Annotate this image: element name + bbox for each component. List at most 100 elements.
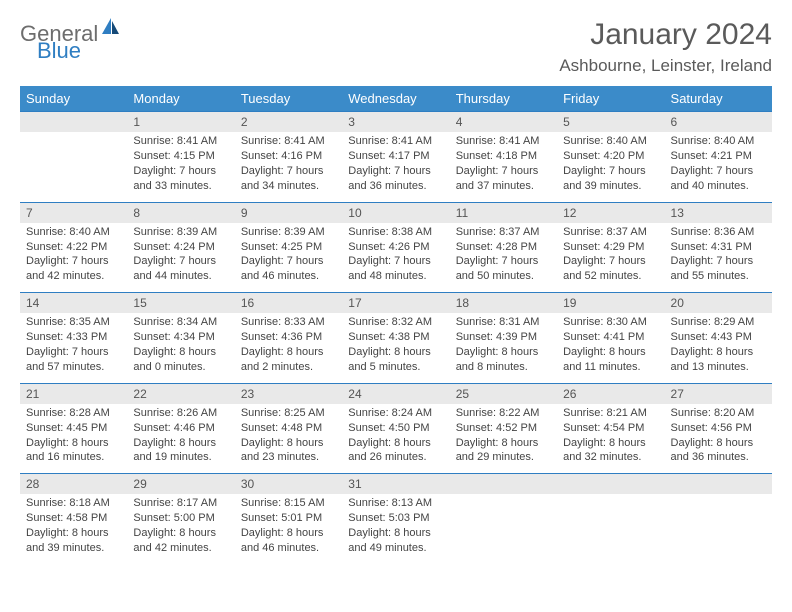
day-detail-cell: Sunrise: 8:30 AMSunset: 4:41 PMDaylight:…: [557, 313, 664, 383]
day-number-cell: 12: [557, 202, 664, 223]
weekday-header: Monday: [127, 86, 234, 112]
sunrise-text: Sunrise: 8:13 AM: [348, 496, 443, 511]
sunrise-text: Sunrise: 8:37 AM: [456, 225, 551, 240]
daylight-text: Daylight: 8 hours and 19 minutes.: [133, 436, 228, 466]
sunset-text: Sunset: 4:41 PM: [563, 330, 658, 345]
day-number-cell: [557, 474, 664, 495]
day-number-cell: 2: [235, 112, 342, 133]
sunrise-text: Sunrise: 8:15 AM: [241, 496, 336, 511]
day-detail-cell: Sunrise: 8:40 AMSunset: 4:22 PMDaylight:…: [20, 223, 127, 293]
day-detail-cell: Sunrise: 8:36 AMSunset: 4:31 PMDaylight:…: [665, 223, 772, 293]
sunrise-text: Sunrise: 8:30 AM: [563, 315, 658, 330]
day-detail-cell: Sunrise: 8:31 AMSunset: 4:39 PMDaylight:…: [450, 313, 557, 383]
sunset-text: Sunset: 4:24 PM: [133, 240, 228, 255]
day-detail-cell: Sunrise: 8:20 AMSunset: 4:56 PMDaylight:…: [665, 404, 772, 474]
weekday-header-row: Sunday Monday Tuesday Wednesday Thursday…: [20, 86, 772, 112]
day-detail-cell: Sunrise: 8:39 AMSunset: 4:25 PMDaylight:…: [235, 223, 342, 293]
sunset-text: Sunset: 4:36 PM: [241, 330, 336, 345]
weekday-header: Tuesday: [235, 86, 342, 112]
daylight-text: Daylight: 7 hours and 33 minutes.: [133, 164, 228, 194]
logo-text-blue: Blue: [37, 38, 81, 64]
day-number-cell: 29: [127, 474, 234, 495]
daylight-text: Daylight: 8 hours and 11 minutes.: [563, 345, 658, 375]
sunset-text: Sunset: 4:29 PM: [563, 240, 658, 255]
day-number-cell: 21: [20, 383, 127, 404]
daylight-text: Daylight: 8 hours and 0 minutes.: [133, 345, 228, 375]
sunset-text: Sunset: 4:54 PM: [563, 421, 658, 436]
detail-row: Sunrise: 8:18 AMSunset: 4:58 PMDaylight:…: [20, 494, 772, 563]
daylight-text: Daylight: 7 hours and 42 minutes.: [26, 254, 121, 284]
sunrise-text: Sunrise: 8:41 AM: [348, 134, 443, 149]
detail-row: Sunrise: 8:40 AMSunset: 4:22 PMDaylight:…: [20, 223, 772, 293]
sunrise-text: Sunrise: 8:17 AM: [133, 496, 228, 511]
sunrise-text: Sunrise: 8:24 AM: [348, 406, 443, 421]
sunset-text: Sunset: 4:58 PM: [26, 511, 121, 526]
day-detail-cell: Sunrise: 8:37 AMSunset: 4:29 PMDaylight:…: [557, 223, 664, 293]
sunrise-text: Sunrise: 8:41 AM: [456, 134, 551, 149]
daylight-text: Daylight: 8 hours and 32 minutes.: [563, 436, 658, 466]
day-number-cell: [665, 474, 772, 495]
sunrise-text: Sunrise: 8:35 AM: [26, 315, 121, 330]
sunset-text: Sunset: 4:56 PM: [671, 421, 766, 436]
day-detail-cell: Sunrise: 8:41 AMSunset: 4:16 PMDaylight:…: [235, 132, 342, 202]
sunrise-text: Sunrise: 8:40 AM: [563, 134, 658, 149]
sunset-text: Sunset: 4:17 PM: [348, 149, 443, 164]
day-number-cell: 25: [450, 383, 557, 404]
sunset-text: Sunset: 4:26 PM: [348, 240, 443, 255]
daylight-text: Daylight: 7 hours and 34 minutes.: [241, 164, 336, 194]
sunrise-text: Sunrise: 8:25 AM: [241, 406, 336, 421]
daylight-text: Daylight: 7 hours and 39 minutes.: [563, 164, 658, 194]
day-detail-cell: Sunrise: 8:13 AMSunset: 5:03 PMDaylight:…: [342, 494, 449, 563]
daylight-text: Daylight: 7 hours and 55 minutes.: [671, 254, 766, 284]
sunset-text: Sunset: 4:45 PM: [26, 421, 121, 436]
day-number-cell: 7: [20, 202, 127, 223]
daynum-row: 21222324252627: [20, 383, 772, 404]
sunset-text: Sunset: 4:25 PM: [241, 240, 336, 255]
day-detail-cell: Sunrise: 8:21 AMSunset: 4:54 PMDaylight:…: [557, 404, 664, 474]
day-detail-cell: Sunrise: 8:22 AMSunset: 4:52 PMDaylight:…: [450, 404, 557, 474]
sunrise-text: Sunrise: 8:40 AM: [671, 134, 766, 149]
day-number-cell: 6: [665, 112, 772, 133]
daylight-text: Daylight: 8 hours and 26 minutes.: [348, 436, 443, 466]
day-detail-cell: [665, 494, 772, 563]
daynum-row: 123456: [20, 112, 772, 133]
weekday-header: Sunday: [20, 86, 127, 112]
day-detail-cell: Sunrise: 8:41 AMSunset: 4:18 PMDaylight:…: [450, 132, 557, 202]
weekday-header: Saturday: [665, 86, 772, 112]
daylight-text: Daylight: 8 hours and 29 minutes.: [456, 436, 551, 466]
sunset-text: Sunset: 4:43 PM: [671, 330, 766, 345]
daylight-text: Daylight: 8 hours and 49 minutes.: [348, 526, 443, 556]
sunrise-text: Sunrise: 8:36 AM: [671, 225, 766, 240]
day-detail-cell: Sunrise: 8:28 AMSunset: 4:45 PMDaylight:…: [20, 404, 127, 474]
daylight-text: Daylight: 8 hours and 8 minutes.: [456, 345, 551, 375]
sunrise-text: Sunrise: 8:39 AM: [133, 225, 228, 240]
day-detail-cell: Sunrise: 8:37 AMSunset: 4:28 PMDaylight:…: [450, 223, 557, 293]
logo-sail-icon: [102, 18, 120, 39]
sunset-text: Sunset: 4:39 PM: [456, 330, 551, 345]
day-detail-cell: Sunrise: 8:15 AMSunset: 5:01 PMDaylight:…: [235, 494, 342, 563]
sunrise-text: Sunrise: 8:26 AM: [133, 406, 228, 421]
daylight-text: Daylight: 7 hours and 36 minutes.: [348, 164, 443, 194]
day-number-cell: 28: [20, 474, 127, 495]
logo: General Blue: [20, 18, 120, 49]
day-detail-cell: Sunrise: 8:34 AMSunset: 4:34 PMDaylight:…: [127, 313, 234, 383]
detail-row: Sunrise: 8:28 AMSunset: 4:45 PMDaylight:…: [20, 404, 772, 474]
day-number-cell: 31: [342, 474, 449, 495]
day-detail-cell: Sunrise: 8:38 AMSunset: 4:26 PMDaylight:…: [342, 223, 449, 293]
sunset-text: Sunset: 4:21 PM: [671, 149, 766, 164]
daylight-text: Daylight: 8 hours and 5 minutes.: [348, 345, 443, 375]
sunset-text: Sunset: 4:18 PM: [456, 149, 551, 164]
sunset-text: Sunset: 4:50 PM: [348, 421, 443, 436]
sunset-text: Sunset: 4:16 PM: [241, 149, 336, 164]
day-detail-cell: [557, 494, 664, 563]
sunrise-text: Sunrise: 8:34 AM: [133, 315, 228, 330]
day-number-cell: 30: [235, 474, 342, 495]
sunset-text: Sunset: 4:28 PM: [456, 240, 551, 255]
sunset-text: Sunset: 5:01 PM: [241, 511, 336, 526]
day-detail-cell: Sunrise: 8:17 AMSunset: 5:00 PMDaylight:…: [127, 494, 234, 563]
daylight-text: Daylight: 7 hours and 37 minutes.: [456, 164, 551, 194]
day-detail-cell: Sunrise: 8:40 AMSunset: 4:21 PMDaylight:…: [665, 132, 772, 202]
daynum-row: 28293031: [20, 474, 772, 495]
day-detail-cell: Sunrise: 8:18 AMSunset: 4:58 PMDaylight:…: [20, 494, 127, 563]
daylight-text: Daylight: 8 hours and 23 minutes.: [241, 436, 336, 466]
